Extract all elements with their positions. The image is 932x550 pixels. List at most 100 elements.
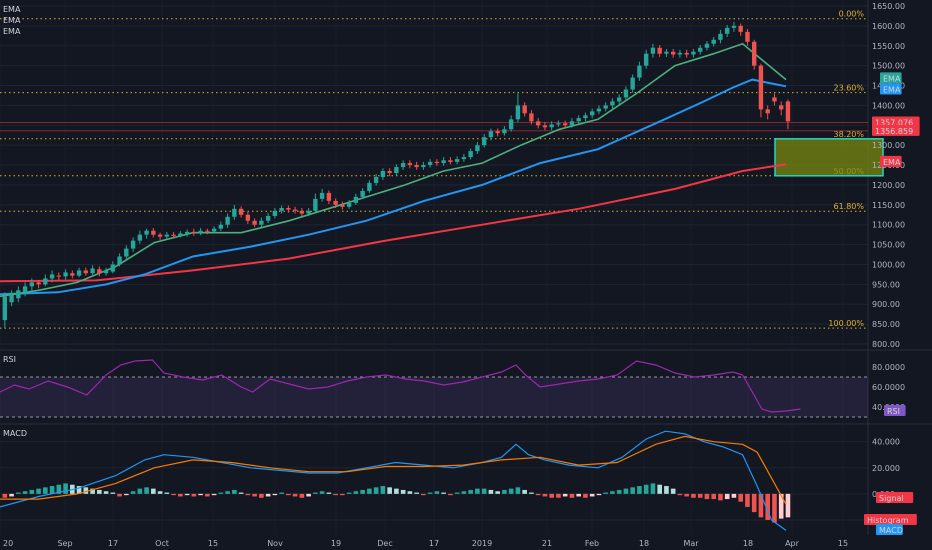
price-tick-label: 1550.00: [872, 42, 905, 51]
macd-tick-label: 40.000: [872, 438, 900, 447]
macd-histogram-bar: [576, 493, 581, 497]
macd-signal-tag: Signal: [879, 494, 904, 503]
x-tick-label: Feb: [585, 539, 599, 548]
candle-body: [272, 210, 278, 216]
candle-body: [238, 208, 244, 215]
macd-histogram-bar: [758, 493, 764, 518]
last-price-tag: 1357.076: [875, 119, 913, 128]
candle-body: [576, 118, 581, 122]
macd-histogram-bar: [515, 487, 521, 494]
candle-body: [306, 210, 311, 214]
macd-histogram-bar: [650, 483, 656, 494]
rsi-tick-label: 80.0000: [872, 363, 905, 372]
macd-histogram-bar: [778, 493, 784, 519]
candle-body: [434, 161, 440, 164]
candle-body: [319, 192, 325, 199]
candle-body: [515, 105, 521, 120]
macd-histogram-bar: [286, 493, 291, 496]
candle-body: [63, 272, 68, 277]
x-tick-label: 19: [331, 539, 341, 548]
macd-histogram-bar: [549, 493, 554, 498]
candle-body: [427, 161, 433, 166]
candle-body: [380, 171, 386, 177]
candle-body: [562, 123, 568, 126]
macd-histogram-bar: [522, 489, 527, 494]
ema-axis-tag: EMA: [883, 86, 901, 95]
macd-histogram-bar: [124, 493, 129, 496]
price-tick-label: 1100.00: [872, 221, 905, 230]
candle-body: [124, 248, 129, 257]
last-price-tag-bg: [872, 124, 920, 136]
candle-body: [785, 101, 791, 122]
candle-body: [56, 275, 62, 277]
candle-body: [97, 269, 102, 274]
price-tick-label: 1300.00: [872, 141, 905, 150]
macd-histogram-bar: [110, 492, 116, 494]
macd-histogram-bar: [468, 489, 473, 494]
macd-histogram-bar: [157, 491, 163, 494]
candle-body: [677, 52, 683, 55]
macd-histogram-bar: [670, 488, 676, 494]
macd-histogram-bar: [117, 493, 122, 497]
macd-histogram-bar: [319, 491, 325, 494]
candle-body: [529, 113, 534, 122]
price-panel[interactable]: 0.00%23.60%38.20%50.00%61.80%100.00%EMAE…: [0, 5, 884, 329]
candle-body: [468, 151, 473, 158]
macd-panel[interactable]: MACD: [0, 429, 791, 531]
ema-axis-tag: EMA: [883, 158, 901, 167]
macd-histogram-bar: [475, 488, 480, 494]
candle-body: [643, 53, 649, 66]
macd-histogram-bar: [637, 486, 642, 494]
macd-histogram-bar: [562, 493, 568, 497]
candle-body: [616, 97, 622, 102]
macd-histogram-bar: [313, 492, 318, 494]
macd-histogram-bar: [718, 493, 723, 501]
macd-histogram-tag: Histogram: [867, 516, 909, 525]
macd-histogram-bar: [97, 489, 102, 494]
macd-label: MACD: [3, 429, 27, 438]
candle-body: [610, 101, 615, 106]
candle-body: [751, 41, 757, 66]
macd-histogram-bar: [49, 486, 55, 494]
macd-histogram-bar: [164, 492, 170, 494]
candle-body: [589, 111, 595, 116]
fib-level-label: 23.60%: [833, 84, 864, 93]
price-tick-label: 1500.00: [872, 62, 905, 71]
macd-histogram-bar: [623, 488, 629, 494]
price-tick-label: 1200.00: [872, 181, 905, 190]
candle-body: [508, 119, 514, 130]
macd-histogram-bar: [731, 493, 737, 498]
macd-histogram-bar: [373, 487, 379, 494]
macd-histogram-bar: [259, 493, 264, 498]
candle-body: [103, 270, 109, 274]
indicator-label: EMA: [3, 5, 21, 14]
macd-histogram-bar: [29, 489, 35, 494]
candle-body: [637, 65, 642, 78]
rsi-tick-label: 60.0000: [872, 383, 905, 392]
macd-histogram-bar: [380, 486, 386, 494]
macd-histogram-bar: [9, 493, 14, 497]
axes: 800.00 850.00 900.00 950.00 1000.00 1050.00 11…: [864, 2, 920, 535]
macd-histogram-bar: [495, 491, 500, 494]
macd-histogram-bar: [610, 491, 615, 494]
candle-body: [225, 216, 230, 225]
rsi-line: [0, 359, 801, 413]
macd-histogram-bar: [765, 493, 770, 520]
candle-body: [178, 233, 183, 236]
rsi-panel[interactable]: RSI: [0, 355, 868, 418]
macd-histogram-bar: [677, 493, 683, 496]
macd-histogram-bar: [360, 489, 365, 494]
macd-histogram-bar: [2, 493, 8, 498]
macd-histogram-bar: [461, 491, 467, 494]
macd-histogram-bar: [36, 488, 41, 494]
candle-body: [76, 270, 82, 276]
candle-body: [387, 171, 392, 174]
candle-body: [448, 160, 453, 162]
candle-body: [245, 214, 251, 221]
macd-histogram-bar: [772, 493, 777, 523]
candle-body: [70, 273, 75, 276]
x-tick-label: 15: [838, 539, 848, 548]
candle-body: [441, 160, 446, 164]
price-tick-label: 1650.00: [872, 2, 905, 11]
